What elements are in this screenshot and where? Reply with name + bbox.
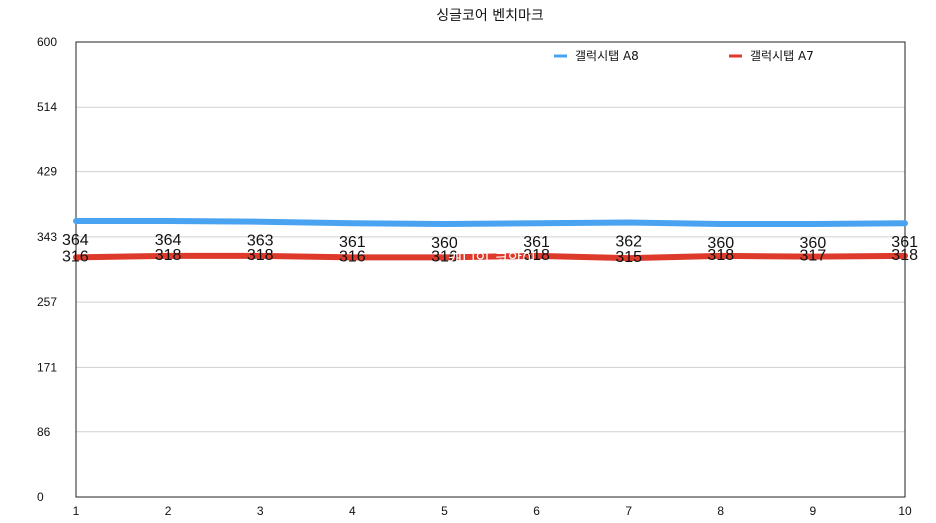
data-label-s1-9: 360 xyxy=(800,235,827,252)
y-tick-label-257: 257 xyxy=(37,295,57,309)
y-tick-label-514: 514 xyxy=(37,100,57,114)
x-tick-label-5: 5 xyxy=(441,504,448,518)
data-label-s2-4: 316 xyxy=(339,248,366,265)
y-axis-ticks: 0 86 171 257 343 429 514 600 xyxy=(37,35,57,504)
y-tick-label-343: 343 xyxy=(37,230,57,244)
chart-title: 싱글코어 벤치마크 xyxy=(436,8,544,24)
y-tick-label-0: 0 xyxy=(37,490,44,504)
data-label-s1-10: 361 xyxy=(891,234,918,251)
grid xyxy=(76,106,905,433)
legend-label-a7: 갤럭시탭 A7 xyxy=(750,49,814,63)
data-label-s2-3: 318 xyxy=(247,247,274,264)
x-tick-label-7: 7 xyxy=(625,504,632,518)
series-lines xyxy=(73,217,908,262)
data-label-s2-7: 315 xyxy=(615,249,642,266)
x-tick-label-9: 9 xyxy=(810,504,817,518)
data-label-s1-2: 364 xyxy=(155,232,182,249)
y-tick-label-86: 86 xyxy=(37,425,51,439)
data-label-s2-8: 318 xyxy=(707,247,734,264)
y-tick-label-171: 171 xyxy=(37,360,57,374)
data-label-s1-8: 360 xyxy=(707,235,734,252)
y-tick-label-429: 429 xyxy=(37,165,57,179)
data-label-s1-4: 361 xyxy=(339,234,366,251)
data-label-s1-6: 361 xyxy=(523,234,550,251)
x-tick-label-4: 4 xyxy=(349,504,356,518)
data-label-s2-5: 316 xyxy=(431,248,458,265)
x-tick-label-6: 6 xyxy=(533,504,540,518)
data-label-s1-5: 360 xyxy=(431,235,458,252)
data-label-s1-7: 362 xyxy=(615,233,642,250)
data-label-s1-1: 364 xyxy=(62,232,89,249)
data-label-s1-3: 363 xyxy=(247,233,274,250)
data-label-s2-10: 318 xyxy=(891,247,918,264)
x-tick-label-1: 1 xyxy=(73,504,80,518)
data-label-s2-2: 318 xyxy=(155,247,182,264)
x-tick-label-2: 2 xyxy=(165,504,172,518)
x-tick-label-10: 10 xyxy=(898,504,912,518)
plot-frame xyxy=(75,41,906,498)
watermark-text: 캐디인 코앙이 xyxy=(448,250,536,268)
x-tick-label-3: 3 xyxy=(257,504,264,518)
legend-label-a8: 갤럭시탭 A8 xyxy=(575,49,639,63)
y-tick-label-600: 600 xyxy=(37,35,57,49)
x-axis-ticks: 1 2 3 4 5 6 7 8 9 10 xyxy=(73,504,912,518)
legend: 갤럭시탭 A8 갤럭시탭 A7 xyxy=(554,49,814,63)
data-label-s2-1: 316 xyxy=(62,248,89,265)
data-label-s2-9: 317 xyxy=(800,248,827,265)
data-label-s2-6: 318 xyxy=(523,247,550,264)
series-line-1 xyxy=(73,217,908,227)
series-line-2 xyxy=(73,252,908,262)
x-tick-label-8: 8 xyxy=(717,504,724,518)
